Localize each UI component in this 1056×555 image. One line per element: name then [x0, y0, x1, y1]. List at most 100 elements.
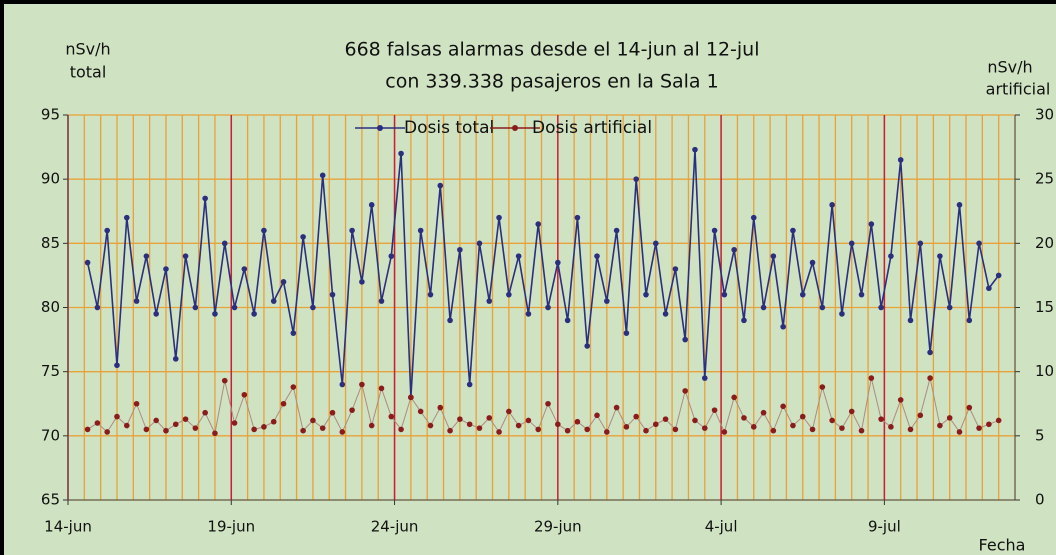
- data-point: [897, 157, 904, 163]
- data-point: [897, 397, 904, 403]
- data-point: [927, 375, 933, 381]
- data-point: [819, 384, 826, 390]
- data-point: [212, 311, 218, 317]
- data-point: [388, 413, 395, 420]
- data-point: [555, 421, 561, 428]
- data-point: [770, 253, 777, 259]
- data-point: [221, 377, 228, 384]
- data-point: [799, 291, 806, 298]
- data-point: [976, 240, 982, 247]
- legend-marker: [377, 125, 383, 131]
- data-point: [682, 388, 688, 394]
- data-point: [594, 412, 600, 419]
- data-point: [398, 426, 404, 433]
- data-point: [466, 421, 473, 428]
- data-point: [986, 421, 992, 428]
- data-point: [907, 317, 914, 324]
- data-point: [437, 404, 444, 411]
- data-point: [819, 304, 826, 311]
- data-point: [790, 227, 796, 234]
- data-point: [535, 221, 542, 227]
- data-point: [261, 424, 267, 430]
- data-point: [799, 413, 806, 420]
- data-point: [760, 409, 767, 416]
- chart-title: con 339.338 pasajeros en la Sala 1: [385, 71, 718, 93]
- data-point: [202, 409, 208, 416]
- data-point: [574, 214, 581, 221]
- data-point: [319, 425, 326, 431]
- series-line: [87, 377, 999, 435]
- data-point: [104, 227, 110, 234]
- data-point: [231, 420, 238, 426]
- data-point: [545, 400, 551, 407]
- data-point: [741, 415, 747, 421]
- data-point: [515, 422, 522, 429]
- data-point: [623, 330, 630, 336]
- data-point: [555, 259, 561, 266]
- data-point: [339, 429, 346, 435]
- data-point: [349, 227, 355, 234]
- data-point: [741, 317, 747, 324]
- data-point: [329, 291, 336, 298]
- data-point: [310, 417, 316, 424]
- data-point: [182, 253, 189, 259]
- data-point: [780, 403, 786, 410]
- data-point: [398, 150, 404, 157]
- y2-tick-label: 25: [1035, 170, 1054, 188]
- data-point: [163, 266, 169, 272]
- data-point: [251, 311, 257, 317]
- data-point: [94, 304, 101, 311]
- data-point: [790, 422, 796, 429]
- data-point: [290, 330, 297, 336]
- data-point: [388, 253, 395, 259]
- data-point: [408, 394, 414, 401]
- background: [4, 4, 1056, 555]
- data-point: [584, 343, 591, 349]
- data-point: [133, 400, 140, 407]
- data-point: [692, 146, 698, 153]
- data-point: [300, 427, 306, 434]
- data-point: [466, 381, 473, 388]
- data-point: [672, 426, 679, 433]
- data-point: [212, 430, 218, 437]
- data-point: [427, 291, 434, 298]
- y2-tick-label: 15: [1035, 298, 1054, 316]
- data-point: [760, 304, 767, 311]
- legend-label: Dosis total: [404, 118, 494, 138]
- data-point: [604, 298, 610, 304]
- data-point: [251, 426, 257, 433]
- data-point: [937, 422, 943, 429]
- data-point: [378, 385, 385, 392]
- data-point: [643, 291, 649, 298]
- data-point: [153, 417, 159, 424]
- data-point: [261, 227, 267, 234]
- data-point: [535, 426, 542, 433]
- data-point: [476, 425, 483, 431]
- data-point: [888, 424, 894, 430]
- data-point: [417, 408, 424, 415]
- y-tick-label: 75: [41, 362, 60, 380]
- x-axis-label: Fecha: [979, 536, 1026, 555]
- data-point: [123, 214, 130, 221]
- data-point: [172, 421, 179, 428]
- series-line: [86, 149, 1000, 398]
- data-point: [339, 381, 346, 388]
- data-point: [94, 420, 101, 426]
- data-point: [564, 427, 571, 434]
- data-point: [545, 304, 551, 311]
- data-point: [672, 266, 679, 272]
- data-point: [829, 417, 835, 424]
- data-point: [966, 404, 973, 411]
- y-tick-label: 65: [41, 491, 60, 509]
- data-point: [917, 412, 924, 419]
- data-point: [270, 298, 277, 304]
- data-point: [182, 416, 189, 422]
- y2-tick-label: 30: [1035, 106, 1054, 124]
- data-point: [937, 253, 943, 259]
- data-point: [995, 272, 1002, 279]
- data-point: [84, 259, 91, 266]
- data-point: [848, 240, 855, 247]
- data-point: [584, 426, 591, 433]
- data-point: [319, 172, 326, 179]
